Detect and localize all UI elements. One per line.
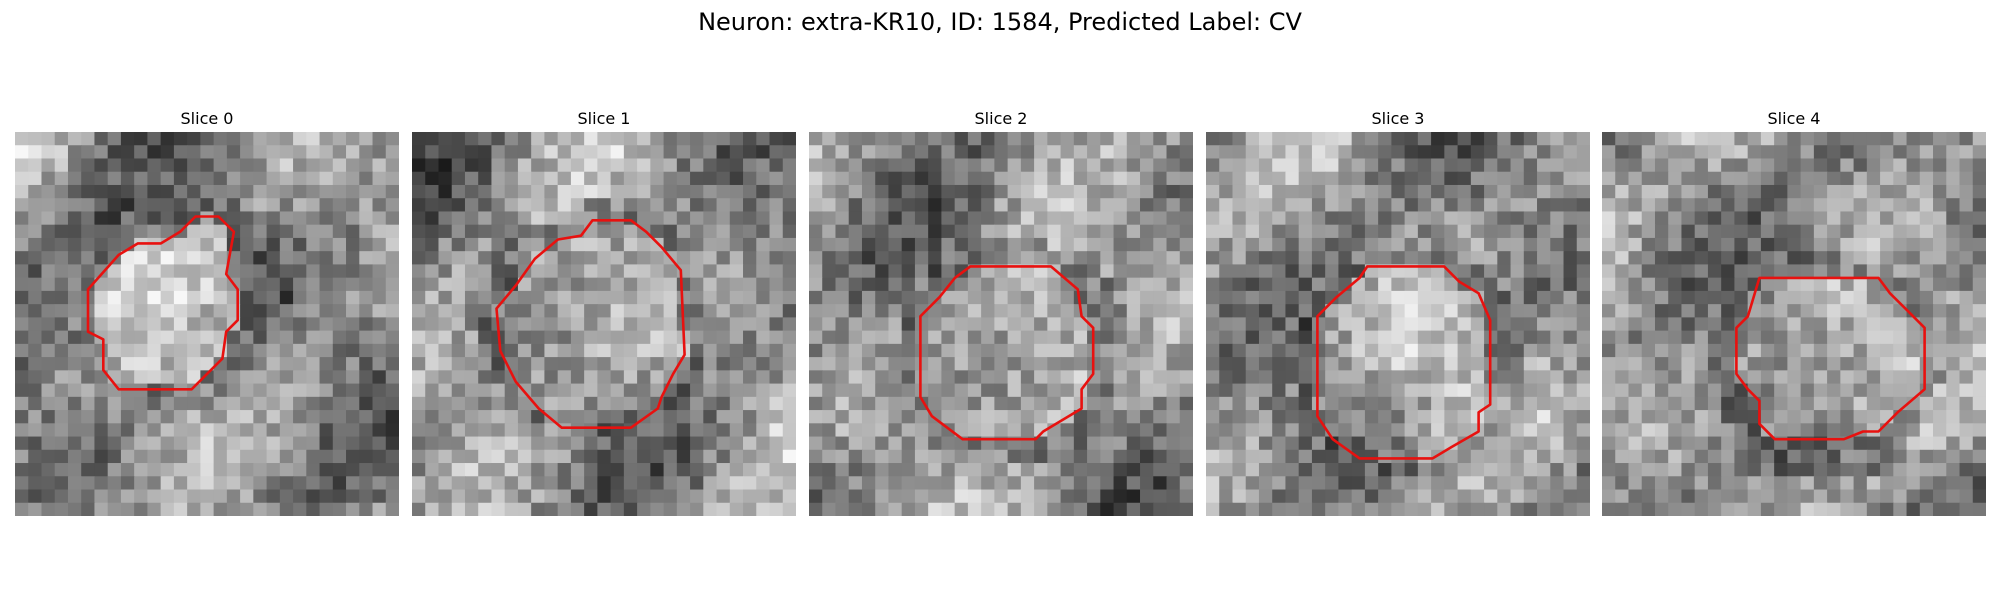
slice-title-0: Slice 0: [180, 109, 234, 128]
pixel-grid: [412, 132, 796, 516]
slice-image-1: [412, 132, 796, 516]
contour-outline: [919, 265, 1095, 441]
slice-panel-4: Slice 4: [1602, 108, 1986, 516]
contour-outline: [1316, 265, 1492, 460]
slice-panel-0: Slice 0: [15, 108, 399, 516]
figure-title: Neuron: extra-KR10, ID: 1584, Predicted …: [698, 8, 1302, 36]
contour-outline: [495, 219, 686, 430]
slice-panel-2: Slice 2: [809, 108, 1193, 516]
slice-title-3: Slice 3: [1371, 109, 1425, 128]
slice-panel-3: Slice 3: [1206, 108, 1590, 516]
slice-title-4: Slice 4: [1767, 109, 1821, 128]
slice-panel-1: Slice 1: [412, 108, 796, 516]
slice-title-1: Slice 1: [577, 109, 631, 128]
contour-outline: [86, 215, 239, 391]
slice-image-2: [809, 132, 1193, 516]
pixel-grid: [15, 132, 399, 516]
slice-image-4: [1602, 132, 1986, 516]
slice-title-2: Slice 2: [974, 109, 1028, 128]
pixel-grid: [809, 132, 1193, 516]
slice-image-0: [15, 132, 399, 516]
contour-outline: [1735, 276, 1926, 441]
pixel-grid: [1206, 132, 1590, 516]
slice-image-3: [1206, 132, 1590, 516]
pixel-grid: [1602, 132, 1986, 516]
